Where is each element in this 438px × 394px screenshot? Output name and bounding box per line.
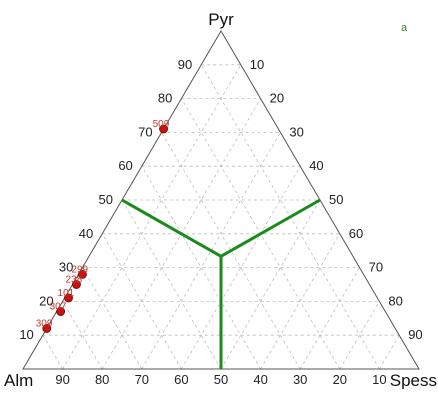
tick-label-right: 20 — [270, 91, 284, 106]
tick-label-bottom: 60 — [174, 372, 188, 387]
grid-line — [121, 199, 222, 370]
tick-label-right: 30 — [289, 124, 303, 139]
tick-label-bottom: 50 — [214, 372, 228, 387]
grid-line — [220, 199, 321, 370]
tick-label-bottom: 10 — [372, 372, 386, 387]
grid-line — [339, 301, 380, 370]
tick-label-bottom: 70 — [135, 372, 149, 387]
tick-label-right: 40 — [309, 158, 323, 173]
grid-line — [101, 233, 182, 370]
tick-label-left: 80 — [158, 91, 172, 106]
tick-label-right: 80 — [388, 293, 402, 308]
apex-label-alm: Alm — [4, 371, 33, 389]
tick-label-bottom: 30 — [293, 372, 307, 387]
grid-line — [82, 267, 143, 370]
apex-label-spess: Spess — [390, 371, 437, 389]
data-point-label: 101 — [58, 288, 75, 299]
divider-line — [220, 198, 321, 258]
tick-label-left: 50 — [99, 192, 113, 207]
data-point-label: 238 — [65, 275, 82, 286]
tick-label-left: 70 — [138, 124, 152, 139]
apex-labels: Pyr Alm Spess — [4, 10, 437, 390]
apex-label-pyr: Pyr — [208, 10, 234, 29]
data-point-label: 509 — [153, 119, 170, 130]
grid-line — [379, 334, 400, 370]
field-divider-lines — [121, 198, 321, 369]
data-point — [64, 293, 73, 303]
tick-label-right: 70 — [369, 260, 383, 275]
data-point-label: 307 — [50, 302, 67, 313]
data-point — [72, 280, 81, 289]
grid-line — [42, 334, 63, 370]
grid-line — [161, 132, 301, 370]
tick-label-left: 60 — [118, 158, 132, 173]
data-point-label: 299 — [71, 264, 88, 275]
tick-label-left: 10 — [19, 327, 33, 342]
data-point — [56, 307, 66, 316]
grid-line — [260, 233, 341, 370]
data-point — [78, 269, 87, 279]
tick-label-bottom: 90 — [55, 372, 69, 387]
data-point-label: 309 — [36, 318, 53, 329]
tick-label-right: 10 — [250, 57, 264, 72]
panel-label: a — [401, 22, 408, 34]
tick-label-bottom: 40 — [253, 372, 267, 387]
data-point — [42, 324, 52, 333]
tick-label-left: 40 — [79, 226, 93, 241]
grid-line — [141, 132, 281, 370]
grid-line — [299, 267, 360, 370]
tick-label-right: 60 — [349, 226, 363, 241]
tick-label-left: 30 — [59, 260, 73, 275]
tick-label-bottom: 20 — [333, 372, 347, 387]
grid-line — [62, 301, 103, 370]
tick-label-bottom: 80 — [95, 372, 109, 387]
tick-label-left: 90 — [178, 57, 192, 72]
tick-label-left: 20 — [39, 293, 53, 308]
tick-label-right: 90 — [408, 327, 422, 342]
tick-label-right: 50 — [329, 192, 343, 207]
divider-line — [121, 198, 222, 258]
data-point — [159, 124, 168, 134]
tick-labels: 10 10 10 20 20 20 30 30 30 40 40 40 50 50 50 60 60 60 70 70… — [19, 57, 422, 387]
